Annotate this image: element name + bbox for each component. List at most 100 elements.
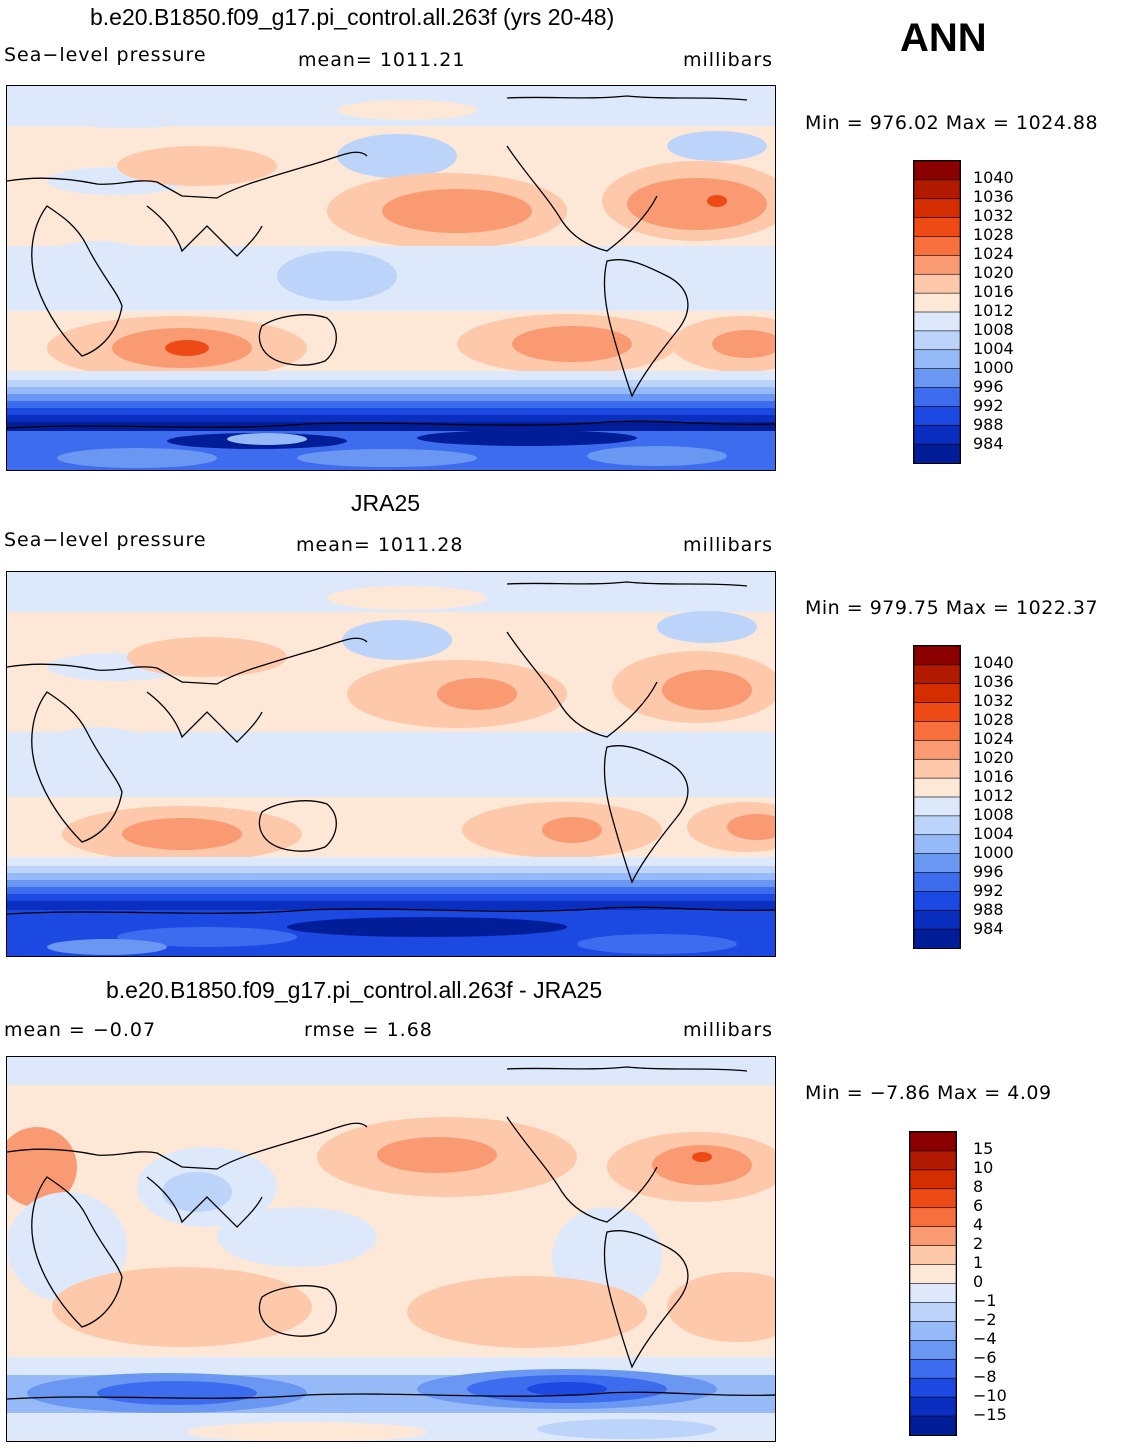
colorbar-swatch [914, 179, 960, 200]
panel1-mean-label: mean= 1011.21 [298, 49, 466, 71]
colorbar-swatch [910, 1226, 956, 1247]
panel3-title: b.e20.B1850.f09_g17.pi_control.all.263f … [106, 977, 603, 1003]
panel2-map [6, 571, 776, 957]
colorbar-label: 1 [973, 1253, 984, 1272]
colorbar-label: 1004 [973, 824, 1014, 843]
colorbar-label: 2 [973, 1234, 984, 1253]
colorbar-label: 1016 [973, 282, 1014, 301]
colorbar-swatch [914, 758, 960, 779]
colorbar-swatch [914, 777, 960, 798]
colorbar-swatch [910, 1188, 956, 1209]
panel1-minmax: Min = 976.02 Max = 1024.88 [805, 112, 1099, 134]
colorbar-swatch [914, 740, 960, 761]
colorbar-swatch [914, 255, 960, 276]
panel3-colorbar [909, 1131, 957, 1436]
colorbar-label: 1024 [973, 729, 1014, 748]
colorbar-label: 8 [973, 1177, 984, 1196]
colorbar-swatch [914, 646, 960, 666]
colorbar-label: −15 [973, 1405, 1007, 1424]
colorbar-label: 988 [973, 900, 1004, 919]
colorbar-label: 1040 [973, 653, 1014, 672]
colorbar-label: 1008 [973, 805, 1014, 824]
panel2-contour-field [7, 572, 775, 956]
colorbar-label: 1008 [973, 320, 1014, 339]
colorbar-swatch [914, 161, 960, 181]
colorbar-label: 1040 [973, 168, 1014, 187]
colorbar-swatch [914, 424, 960, 445]
colorbar-label: −10 [973, 1386, 1007, 1405]
colorbar-label: 1020 [973, 263, 1014, 282]
colorbar-swatch [914, 236, 960, 257]
colorbar-swatch [910, 1321, 956, 1342]
panel3-minmax: Min = −7.86 Max = 4.09 [805, 1082, 1052, 1104]
colorbar-label: 1012 [973, 301, 1014, 320]
colorbar-swatch [910, 1396, 956, 1417]
colorbar-swatch [914, 928, 960, 948]
colorbar-swatch [914, 909, 960, 930]
colorbar-label: −4 [973, 1329, 997, 1348]
panel1-contour-field [7, 86, 775, 470]
colorbar-label: 996 [973, 862, 1004, 881]
colorbar-label: −1 [973, 1291, 997, 1310]
colorbar-swatch [910, 1358, 956, 1379]
colorbar-swatch [910, 1415, 956, 1435]
panel2-mean-label: mean= 1011.28 [296, 534, 464, 556]
colorbar-swatch [914, 406, 960, 427]
panel1-variable-label: Sea−level pressure [4, 44, 207, 66]
colorbar-swatch [910, 1245, 956, 1266]
colorbar-label: 0 [973, 1272, 984, 1291]
colorbar-swatch [914, 834, 960, 855]
colorbar-label: 1000 [973, 843, 1014, 862]
colorbar-label: −8 [973, 1367, 997, 1386]
colorbar-swatch [910, 1169, 956, 1190]
colorbar-swatch [914, 368, 960, 389]
colorbar-label: 1036 [973, 672, 1014, 691]
colorbar-label: −6 [973, 1348, 997, 1367]
colorbar-swatch [910, 1264, 956, 1285]
colorbar-swatch [914, 853, 960, 874]
colorbar-label: 992 [973, 396, 1004, 415]
colorbar-label: 1020 [973, 748, 1014, 767]
colorbar-swatch [914, 721, 960, 742]
panel1-units-label: millibars [683, 49, 774, 71]
colorbar-swatch [914, 330, 960, 351]
colorbar-label: 1000 [973, 358, 1014, 377]
colorbar-swatch [910, 1283, 956, 1304]
colorbar-swatch [914, 443, 960, 463]
colorbar-label: 10 [973, 1158, 994, 1177]
colorbar-swatch [914, 815, 960, 836]
panel2-units-label: millibars [683, 534, 774, 556]
panel2-colorbar [913, 645, 961, 949]
panel1-map [6, 85, 776, 471]
colorbar-swatch [910, 1207, 956, 1228]
season-label: ANN [900, 16, 987, 60]
colorbar-label: 996 [973, 377, 1004, 396]
colorbar-label: 984 [973, 919, 1004, 938]
colorbar-label: 1032 [973, 206, 1014, 225]
colorbar-swatch [910, 1340, 956, 1361]
colorbar-swatch [910, 1302, 956, 1323]
colorbar-label: 4 [973, 1215, 984, 1234]
colorbar-label: 15 [973, 1139, 994, 1158]
colorbar-swatch [910, 1150, 956, 1171]
colorbar-swatch [914, 273, 960, 294]
panel2-minmax: Min = 979.75 Max = 1022.37 [805, 597, 1099, 619]
colorbar-label: 1028 [973, 710, 1014, 729]
colorbar-swatch [914, 198, 960, 219]
colorbar-label: 1004 [973, 339, 1014, 358]
colorbar-swatch [914, 664, 960, 685]
colorbar-swatch [914, 796, 960, 817]
colorbar-swatch [914, 349, 960, 370]
panel3-mean-label: mean = −0.07 [4, 1019, 157, 1041]
colorbar-label: −2 [973, 1310, 997, 1329]
colorbar-label: 1032 [973, 691, 1014, 710]
colorbar-swatch [914, 292, 960, 313]
colorbar-label: 1012 [973, 786, 1014, 805]
colorbar-label: 1028 [973, 225, 1014, 244]
panel3-units-label: millibars [683, 1019, 774, 1041]
colorbar-swatch [910, 1377, 956, 1398]
colorbar-label: 1024 [973, 244, 1014, 263]
panel3-rmse-label: rmse = 1.68 [304, 1019, 433, 1041]
colorbar-swatch [914, 872, 960, 893]
colorbar-label: 984 [973, 434, 1004, 453]
